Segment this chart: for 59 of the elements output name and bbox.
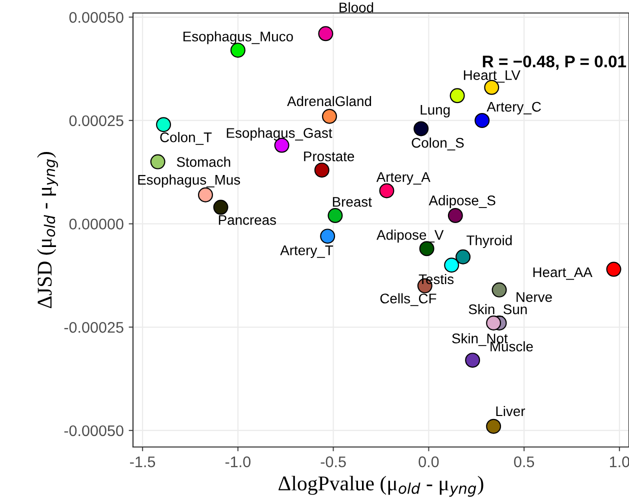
point (474, 112, 490, 128)
series-label: Colon_T (160, 132, 212, 145)
y-tick-label: 0.00025 (69, 115, 124, 126)
point (328, 208, 343, 224)
point (465, 352, 480, 368)
point (198, 187, 213, 202)
series-label: Artery_T (280, 246, 334, 258)
series-label: Lung (420, 104, 450, 118)
y-tick-label: -0.00050 (64, 425, 124, 436)
point (314, 162, 330, 178)
x-tick-label: -1.5 (130, 456, 156, 468)
point (486, 418, 502, 434)
series-label: Artery_A (376, 172, 430, 185)
y-axis-title: ΔJSD (μ$_{old}$ - μ$_{yng}$) (37, 152, 58, 308)
series-label: Prostate (304, 152, 354, 162)
series-label: Esophagus_Muco (183, 31, 293, 44)
series-label: Pancreas (218, 215, 276, 225)
y-tick-label: 0.00050 (69, 12, 124, 23)
point (492, 282, 507, 298)
series-label: Breast (332, 197, 372, 207)
series-label: Esophagus_Gast (226, 128, 332, 141)
x-tick-label: 0.5 (514, 456, 534, 468)
series-label: Stomach (176, 156, 230, 167)
series-label: Artery_C (486, 102, 541, 114)
series-label: AdrenalGland (287, 96, 372, 106)
point (456, 249, 471, 264)
series-label: Cells_CF (380, 293, 436, 306)
series-label: Esophagus_Mus (138, 174, 240, 188)
series-label: Thyroid (466, 235, 512, 248)
point (606, 262, 622, 277)
annotation: R = −0.48, P = 0.01 (482, 56, 626, 70)
point (322, 108, 337, 124)
series-label: Adipose_V (376, 230, 444, 243)
series-label: Heart_LV (464, 70, 520, 83)
x-tick-label: -1.0 (225, 456, 250, 468)
y-tick-label: -0.00025 (64, 322, 124, 333)
x-tick-label: -0.5 (320, 456, 346, 468)
point (213, 200, 228, 215)
series-label: Liver (496, 406, 526, 416)
point (150, 154, 166, 170)
series-label: Heart_AA (533, 267, 592, 280)
point (486, 316, 502, 330)
point (444, 258, 460, 273)
y-tick-label: 0.00000 (69, 218, 124, 230)
series-label: Testis (418, 274, 454, 284)
point (450, 88, 465, 104)
series-label: Adipose_S (428, 195, 496, 208)
point (448, 208, 463, 224)
point (318, 26, 334, 42)
point (414, 121, 429, 136)
point (320, 228, 336, 244)
series-label: Skin_Sun (468, 304, 527, 317)
point (156, 117, 172, 132)
series-label: Colon_S (412, 138, 464, 150)
series-label: Blood (340, 2, 374, 12)
x-tick-label: 1.0 (610, 456, 629, 468)
series-label: Nerve (516, 292, 552, 302)
x-axis-title: ΔlogPvalue (μ$_{old}$ - μ$_{yng}$) (278, 476, 484, 497)
x-tick-label: 0.0 (418, 456, 439, 468)
